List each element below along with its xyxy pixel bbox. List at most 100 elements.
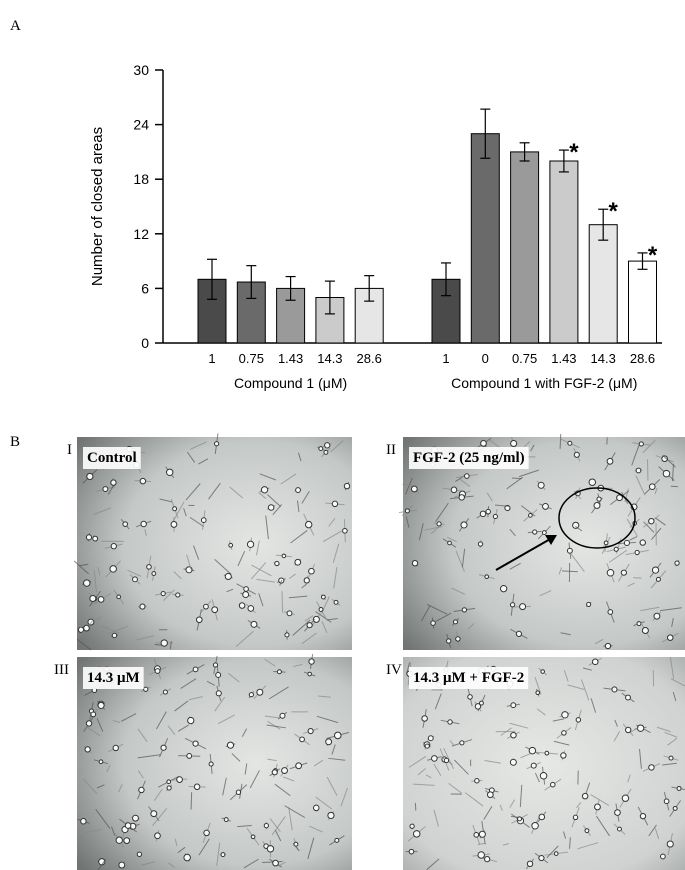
cell	[636, 621, 642, 627]
cell	[676, 785, 682, 791]
cell	[195, 616, 203, 624]
cell-process	[167, 725, 176, 736]
caption-box	[409, 667, 529, 689]
cell-process	[107, 485, 114, 495]
cell	[538, 854, 545, 862]
cell-process	[642, 439, 656, 454]
cell	[638, 441, 644, 447]
x-tick-label: 1	[208, 351, 215, 366]
cell	[304, 520, 313, 529]
cell-process	[640, 606, 660, 612]
cell	[553, 851, 559, 856]
cell	[464, 473, 470, 479]
cell-process	[229, 486, 244, 499]
cell-process	[563, 831, 567, 839]
cell-process	[269, 818, 281, 833]
cell-process	[190, 792, 193, 810]
cell	[256, 688, 264, 696]
cell-process	[509, 722, 529, 729]
x-tick-label: 1.43	[551, 351, 576, 366]
cell	[477, 851, 485, 859]
cell	[318, 607, 324, 612]
cell	[212, 662, 219, 668]
cell	[172, 506, 178, 512]
cell	[474, 778, 480, 784]
cell-process	[241, 728, 248, 737]
cell-process	[156, 711, 167, 730]
cell	[519, 603, 527, 611]
cell-process	[495, 504, 510, 507]
micrographs: I Control II FGF-2 (25 ng/ml) III 14.3 μM IV 14…	[54, 433, 685, 870]
cell	[411, 560, 419, 567]
cell-process	[509, 799, 516, 808]
cell	[611, 686, 618, 693]
cell	[102, 486, 109, 492]
cell-process	[326, 618, 338, 621]
cell	[266, 845, 275, 853]
cell	[436, 521, 442, 527]
cell-process	[672, 691, 677, 702]
cell	[83, 624, 90, 632]
cell	[89, 594, 97, 602]
cell-process	[595, 815, 610, 837]
cell-process	[483, 806, 493, 820]
cell-process	[121, 713, 137, 722]
cell	[478, 830, 486, 838]
cell-process	[301, 583, 307, 589]
cell-process	[290, 530, 308, 544]
cell	[663, 798, 670, 805]
x-tick-label: 0	[482, 351, 489, 366]
cell-process	[172, 501, 185, 522]
cell-process	[639, 748, 642, 769]
cell	[327, 811, 335, 820]
cell-process	[288, 595, 308, 599]
cell-process	[484, 759, 501, 764]
cell	[307, 727, 314, 735]
cell-process	[435, 612, 452, 622]
cell-process	[418, 523, 424, 541]
cell-process	[446, 536, 457, 543]
cell	[138, 786, 145, 794]
cell-process	[174, 838, 178, 847]
cell	[112, 744, 119, 752]
x-tick-label: 1	[442, 351, 449, 366]
cell-process	[536, 708, 546, 716]
cell	[306, 622, 313, 629]
cell	[299, 736, 305, 743]
cell-process	[198, 838, 210, 856]
cell	[84, 746, 91, 753]
cell	[307, 671, 312, 677]
cell	[183, 853, 191, 862]
cell	[459, 740, 465, 746]
cell	[116, 594, 121, 600]
cell-process	[186, 554, 192, 571]
cell	[427, 735, 434, 742]
cell-process	[561, 570, 578, 573]
cell	[162, 689, 168, 695]
cell	[639, 812, 647, 820]
cell-process	[433, 809, 439, 827]
cell	[333, 599, 339, 605]
cell-process	[222, 777, 227, 796]
cell	[606, 457, 614, 465]
caption-box	[83, 447, 141, 469]
cell	[250, 834, 256, 840]
x-tick-label: 28.6	[630, 351, 655, 366]
cell-process	[573, 490, 582, 500]
cell	[479, 510, 487, 518]
cell-process	[177, 846, 186, 854]
cell	[648, 517, 655, 525]
cell	[510, 439, 518, 448]
cell	[446, 638, 452, 644]
cell	[215, 690, 222, 697]
cell	[659, 853, 666, 860]
cell-process	[112, 719, 121, 723]
cell	[115, 836, 123, 844]
cell	[92, 535, 99, 542]
cell-process	[268, 686, 289, 700]
cell	[588, 478, 597, 486]
cell	[474, 703, 482, 710]
cell	[97, 596, 105, 603]
cell	[484, 574, 490, 580]
image-numeral: III	[54, 662, 69, 678]
